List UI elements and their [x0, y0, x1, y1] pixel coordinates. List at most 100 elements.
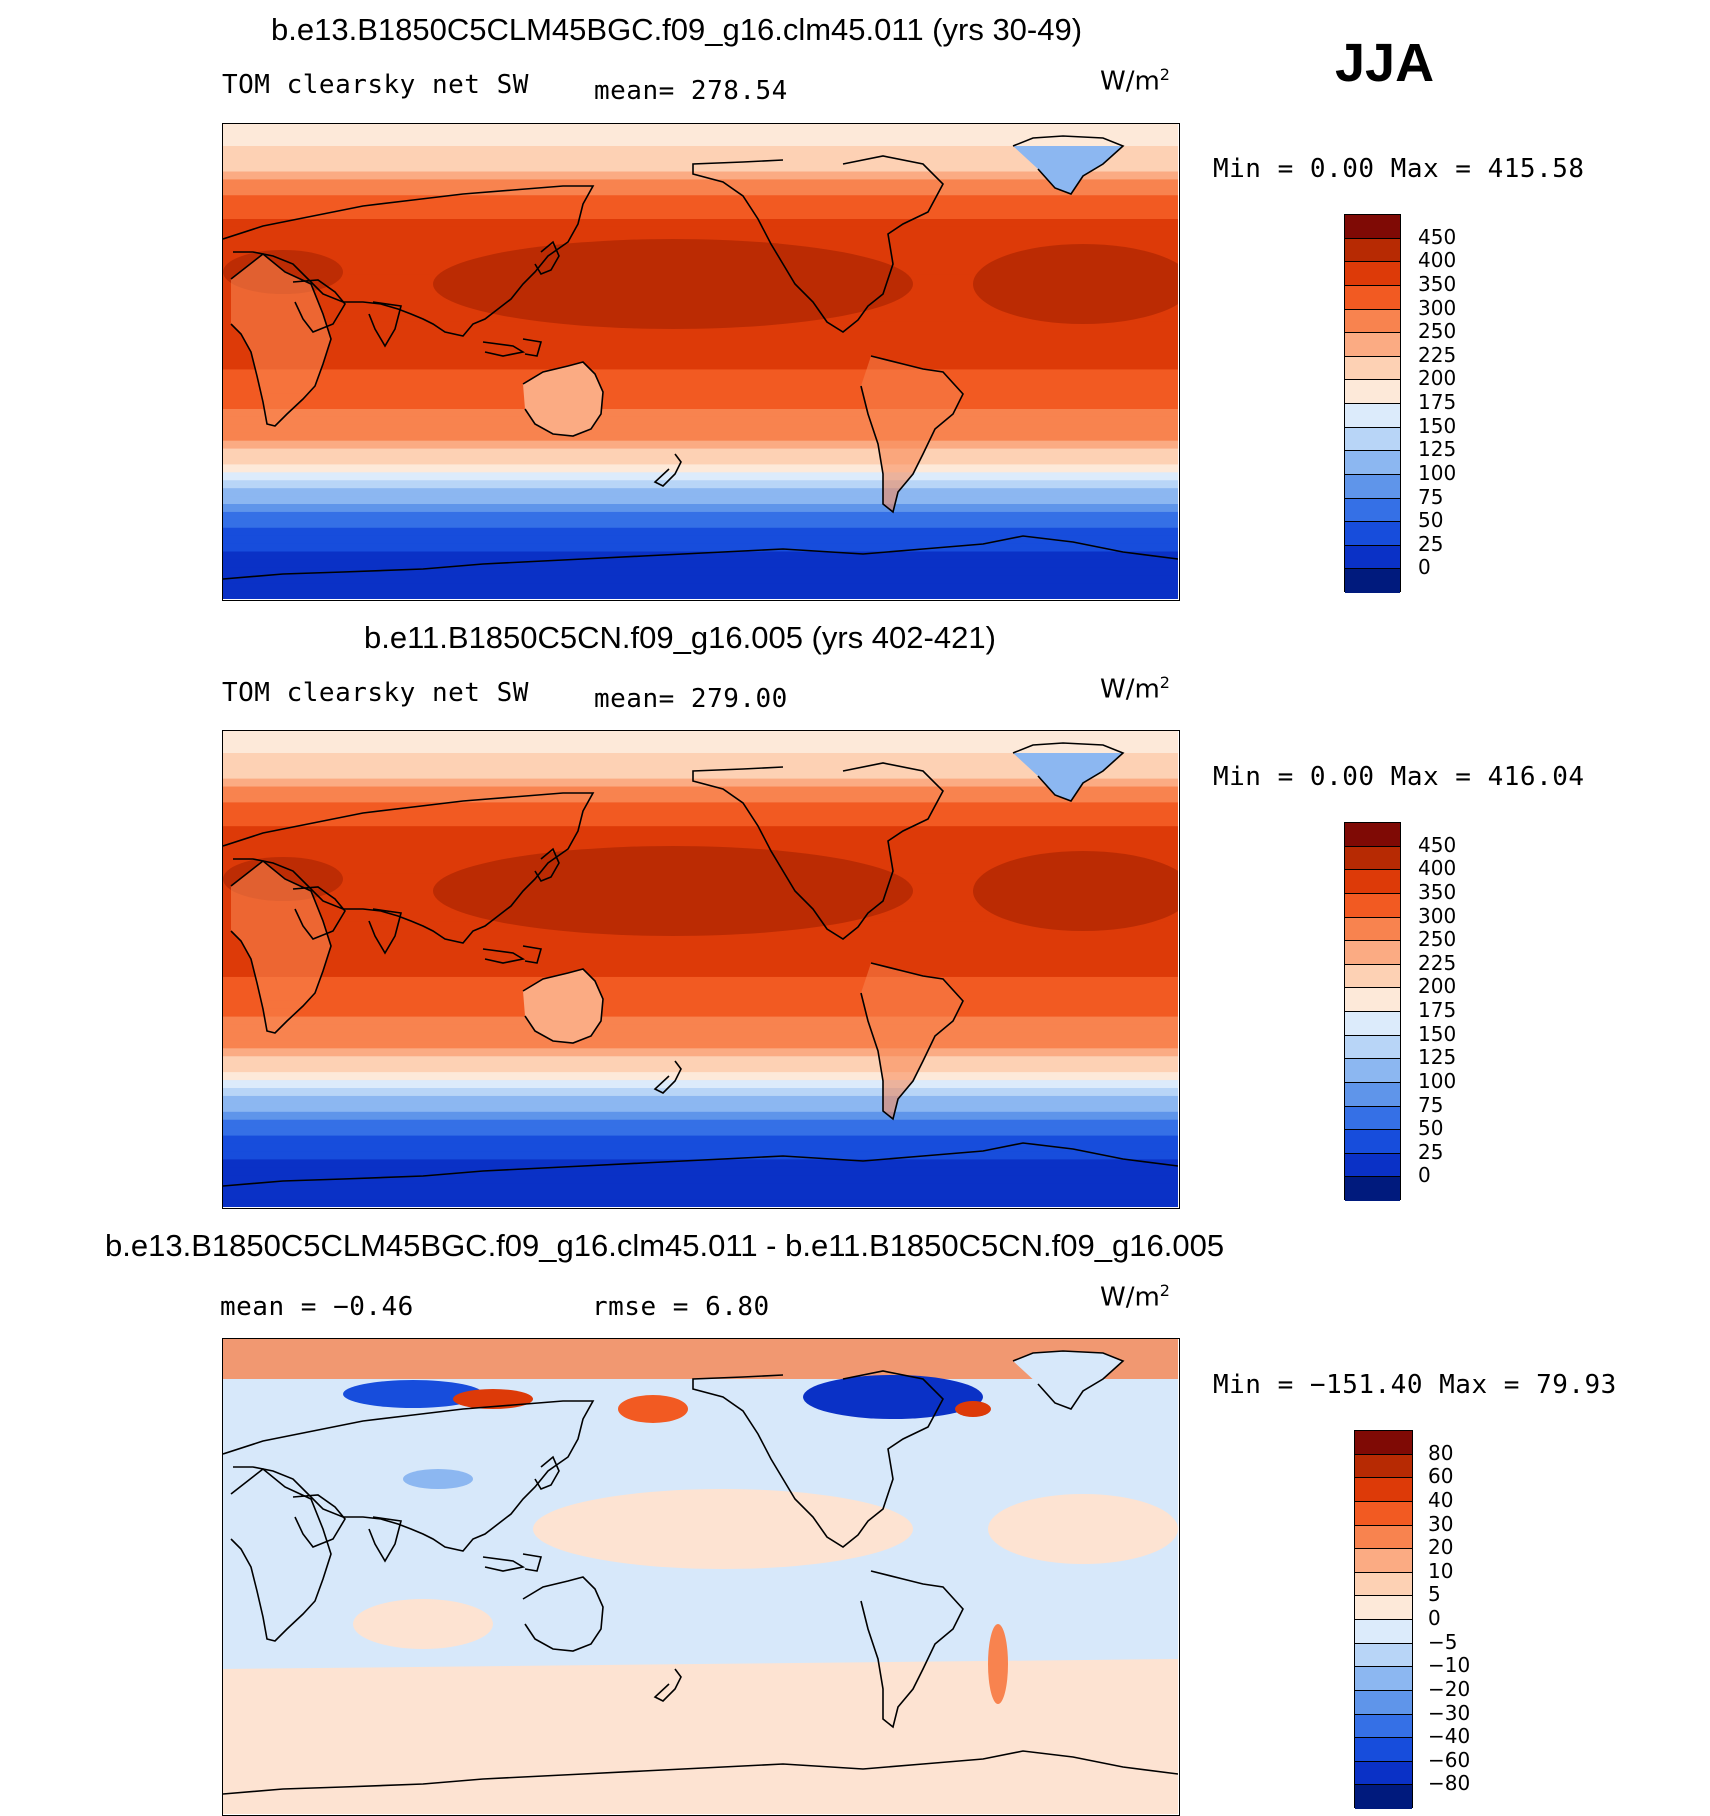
colorbar-label: 150	[1418, 413, 1457, 438]
australia-coastline	[522, 1576, 604, 1652]
season-label: JJA	[1335, 33, 1435, 93]
field-band	[223, 1135, 1178, 1145]
indonesia-coastline	[482, 1553, 543, 1572]
field-band	[223, 786, 1178, 796]
colorbar-label: 250	[1418, 927, 1457, 952]
samerica-coastline	[860, 962, 964, 1121]
field-band	[223, 802, 1178, 812]
colorbar-label: 0	[1418, 555, 1431, 580]
colorbar-box	[1355, 1525, 1412, 1550]
colorbar-box	[1345, 1035, 1400, 1060]
diff-southern-region	[223, 1659, 1178, 1814]
field-band	[223, 1024, 1178, 1034]
japan-coastline	[534, 1455, 560, 1490]
field-band	[223, 1056, 1178, 1066]
india-coastline	[368, 908, 403, 955]
greenland-field	[1013, 743, 1123, 801]
colorbar-label: −20	[1428, 1676, 1471, 1701]
colorbar-box	[1355, 1620, 1412, 1644]
colorbar-label: 50	[1418, 508, 1444, 533]
antarctica-coastline	[223, 535, 1178, 580]
colorbar-label: 30	[1428, 1511, 1454, 1536]
panel1-colorbar	[1344, 214, 1401, 593]
panel3-rmse: rmse = 6.80	[592, 1292, 770, 1322]
greenland-coastline	[1012, 742, 1125, 802]
colorbar-label: 225	[1418, 950, 1457, 975]
field-band	[223, 945, 1178, 955]
colorbar-box	[1345, 333, 1400, 357]
asia-coastline	[223, 185, 595, 337]
diff-greenland	[1013, 1351, 1123, 1409]
arabia-coastline	[292, 886, 346, 940]
field-band	[223, 155, 1178, 165]
panel3-map-field	[223, 1339, 1178, 1814]
field-band	[223, 369, 1178, 379]
colorbar-label: 125	[1418, 1045, 1457, 1070]
panel3-title: b.e13.B1850C5CLM45BGC.f09_g16.clm45.011 …	[105, 1228, 1225, 1263]
field-max-region	[433, 239, 913, 329]
field-band	[223, 1080, 1178, 1089]
field-band	[223, 818, 1178, 828]
panel2-colorbar	[1344, 822, 1401, 1201]
colorbar-box	[1355, 1596, 1412, 1620]
field-band	[223, 147, 1178, 157]
field-band	[223, 385, 1178, 395]
colorbar-box	[1345, 451, 1400, 475]
field-band	[223, 992, 1178, 1002]
africa-coastline	[230, 859, 332, 1034]
colorbar-label: 300	[1418, 295, 1457, 320]
colorbar-box	[1345, 1130, 1400, 1154]
colorbar-box	[1345, 545, 1400, 570]
field-band	[223, 1008, 1178, 1018]
field-band	[223, 810, 1178, 820]
colorbar-box	[1345, 262, 1400, 286]
colorbar-label: 350	[1418, 271, 1457, 296]
colorbar-box	[1355, 1454, 1412, 1479]
panel3-minmax: Min = −151.40 Max = 79.93	[1213, 1370, 1617, 1400]
colorbar-label: 150	[1418, 1021, 1457, 1046]
colorbar-box	[1345, 1059, 1400, 1083]
panel1-variable: TOM clearsky net SW	[222, 70, 529, 100]
colorbar-label: 125	[1418, 437, 1457, 462]
field-band	[223, 543, 1178, 553]
colorbar-label: 200	[1418, 974, 1457, 999]
indonesia-coastline	[482, 945, 543, 964]
colorbar-box	[1345, 215, 1400, 239]
field-band	[223, 1159, 1178, 1169]
colorbar-label: 60	[1428, 1464, 1454, 1489]
diff-antarctic	[223, 1789, 1178, 1814]
indonesia-coastline	[482, 338, 543, 357]
field-band	[223, 424, 1178, 434]
colorbar-box	[1345, 356, 1400, 381]
colorbar-box	[1355, 1738, 1412, 1762]
antarctica-coastline	[223, 1142, 1178, 1187]
panel1-title: b.e13.B1850C5CLM45BGC.f09_g16.clm45.011 …	[271, 12, 1083, 47]
colorbar-label: 40	[1428, 1487, 1454, 1512]
field-band	[223, 527, 1178, 537]
field-band	[223, 1167, 1178, 1177]
colorbar-box	[1355, 1478, 1412, 1502]
diff-alaska-positive	[618, 1395, 688, 1423]
africa-field	[231, 254, 331, 426]
colorbar-box	[1345, 1012, 1400, 1036]
colorbar-label: 0	[1418, 1163, 1431, 1188]
field-band	[223, 1127, 1178, 1137]
colorbar-label: 0	[1428, 1606, 1441, 1630]
colorbar-label: 225	[1418, 342, 1457, 367]
colorbar-box	[1355, 1785, 1412, 1809]
panel1-units: W/m2	[1100, 65, 1170, 97]
colorbar-box	[1345, 474, 1400, 499]
india-coastline	[368, 1516, 403, 1563]
colorbar-label: −30	[1428, 1700, 1471, 1725]
field-band	[223, 219, 1178, 228]
panel2-map	[222, 730, 1180, 1209]
colorbar-label: 200	[1418, 366, 1457, 391]
colorbar-label: 175	[1418, 390, 1457, 414]
samerica-coastline	[860, 1570, 964, 1729]
colorbar-box	[1345, 846, 1400, 871]
field-band	[223, 1048, 1178, 1058]
australia-field	[523, 362, 603, 436]
colorbar-label: 25	[1418, 531, 1444, 556]
field-band	[223, 1040, 1178, 1050]
field-band	[223, 377, 1178, 387]
